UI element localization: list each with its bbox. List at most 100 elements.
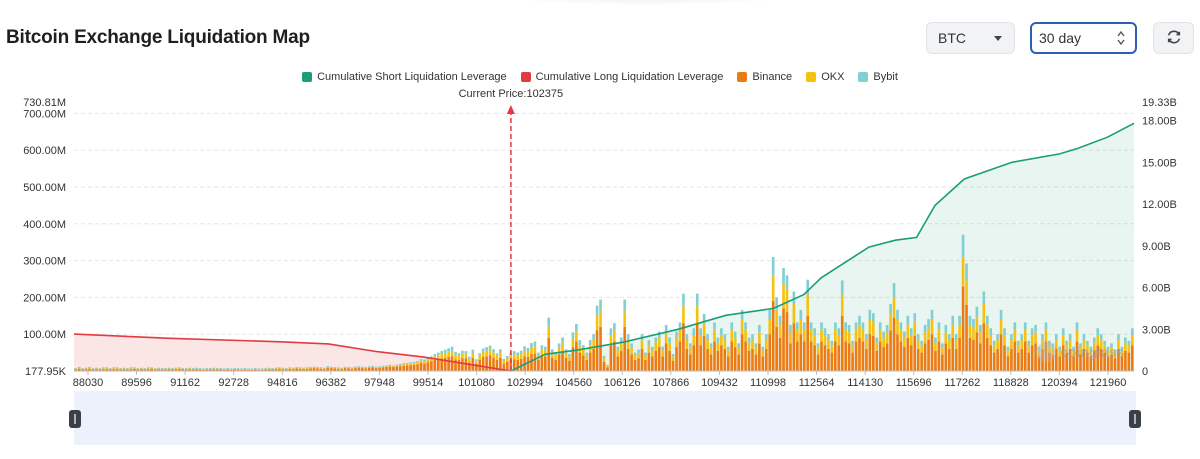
- bar-bybit: [592, 334, 595, 341]
- bar-binance: [723, 348, 727, 371]
- bar-binance: [996, 348, 999, 371]
- bar-bybit: [540, 345, 544, 350]
- bar-bybit: [751, 334, 754, 341]
- x-tick-label: 102994: [507, 377, 544, 389]
- bar-bybit: [623, 299, 627, 311]
- bar-okx: [160, 368, 164, 370]
- zoom-slider[interactable]: [69, 391, 1141, 445]
- bar-binance: [947, 348, 951, 371]
- bar-binance: [430, 361, 433, 371]
- bar-bybit: [481, 348, 485, 352]
- bar-okx: [882, 337, 885, 348]
- bar-binance: [136, 369, 140, 371]
- bar-okx: [561, 342, 564, 351]
- bar-okx: [1113, 352, 1117, 359]
- chevron-down-icon: [994, 36, 1002, 41]
- bar-binance: [178, 368, 181, 371]
- bar-binance: [613, 341, 616, 371]
- bar-bybit: [402, 363, 406, 365]
- bar-bybit: [471, 349, 475, 353]
- bar-binance: [126, 369, 129, 371]
- bar-bybit: [958, 315, 961, 325]
- bar-binance: [450, 356, 454, 371]
- bar-binance: [557, 354, 561, 371]
- bar-binance: [827, 348, 830, 371]
- bar-binance: [868, 334, 872, 371]
- bar-binance: [758, 343, 761, 371]
- bar-okx: [913, 322, 917, 337]
- bar-okx: [633, 355, 637, 360]
- bar-binance: [77, 368, 81, 371]
- bar-binance: [312, 368, 316, 371]
- bar-binance: [1092, 350, 1096, 371]
- bar-binance: [568, 360, 571, 371]
- bar-binance: [999, 334, 1003, 371]
- bar-bybit: [941, 343, 944, 348]
- bar-bybit: [423, 359, 426, 362]
- bar-okx: [623, 310, 627, 327]
- legend-item-binance[interactable]: Binance: [737, 71, 792, 83]
- bar-okx: [357, 366, 361, 368]
- bar-okx: [136, 368, 140, 370]
- bar-binance: [115, 368, 119, 371]
- bar-bybit: [813, 328, 816, 335]
- bar-bybit: [305, 367, 309, 369]
- bar-okx: [1055, 340, 1058, 349]
- bar-bybit: [557, 343, 561, 348]
- bar-okx: [392, 366, 395, 367]
- bar-okx: [585, 355, 589, 360]
- bar-binance: [374, 368, 378, 371]
- bar-binance: [564, 357, 568, 371]
- bar-okx: [367, 366, 371, 368]
- bar-bybit: [395, 364, 399, 366]
- bar-okx: [471, 352, 475, 358]
- coinglass-logo-icon: [1036, 342, 1056, 362]
- bar-okx: [405, 364, 409, 366]
- bar-binance: [143, 369, 147, 371]
- bar-okx: [95, 368, 98, 370]
- bar-binance: [285, 369, 288, 371]
- bar-bybit: [613, 323, 616, 331]
- bar-binance: [664, 343, 668, 371]
- bar-bybit: [865, 334, 868, 341]
- bar-bybit: [1072, 346, 1075, 351]
- bar-okx: [1006, 350, 1010, 357]
- bar-binance: [323, 369, 326, 371]
- bar-okx: [557, 347, 561, 355]
- bar-okx: [961, 256, 965, 287]
- bar-binance: [830, 352, 834, 371]
- legend-item-okx[interactable]: OKX: [806, 71, 844, 83]
- bar-bybit: [1124, 337, 1127, 343]
- bar-okx: [457, 355, 461, 360]
- bar-binance: [647, 352, 651, 371]
- bar-okx: [164, 368, 167, 370]
- bar-binance: [84, 369, 88, 371]
- bar-binance: [941, 354, 944, 371]
- bar-bybit: [133, 367, 136, 369]
- bar-binance: [481, 357, 485, 371]
- bar-okx: [1037, 350, 1041, 357]
- bar-bybit: [982, 291, 986, 304]
- bar-binance: [205, 369, 209, 371]
- bar-bybit: [543, 346, 547, 351]
- refresh-button[interactable]: [1153, 22, 1194, 54]
- legend-item-short[interactable]: Cumulative Short Liquidation Leverage: [302, 71, 507, 83]
- bar-okx: [533, 346, 537, 354]
- bar-bybit: [764, 334, 768, 341]
- bar-bybit: [685, 334, 689, 341]
- bar-okx: [609, 334, 613, 346]
- bar-bybit: [167, 367, 171, 369]
- legend-item-long[interactable]: Cumulative Long Liquidation Leverage: [520, 71, 723, 83]
- bar-binance: [250, 369, 254, 371]
- range-select[interactable]: 30 day: [1030, 22, 1137, 54]
- bar-okx: [965, 280, 968, 305]
- bar-binance: [823, 345, 827, 371]
- legend-item-bybit[interactable]: Bybit: [858, 71, 898, 83]
- bar-okx: [820, 329, 823, 342]
- bar-bybit: [1099, 334, 1103, 341]
- bar-okx: [626, 340, 630, 349]
- coin-select[interactable]: BTC: [926, 22, 1015, 54]
- bar-binance: [640, 348, 644, 371]
- bar-bybit: [323, 367, 326, 369]
- bar-okx: [1127, 345, 1131, 353]
